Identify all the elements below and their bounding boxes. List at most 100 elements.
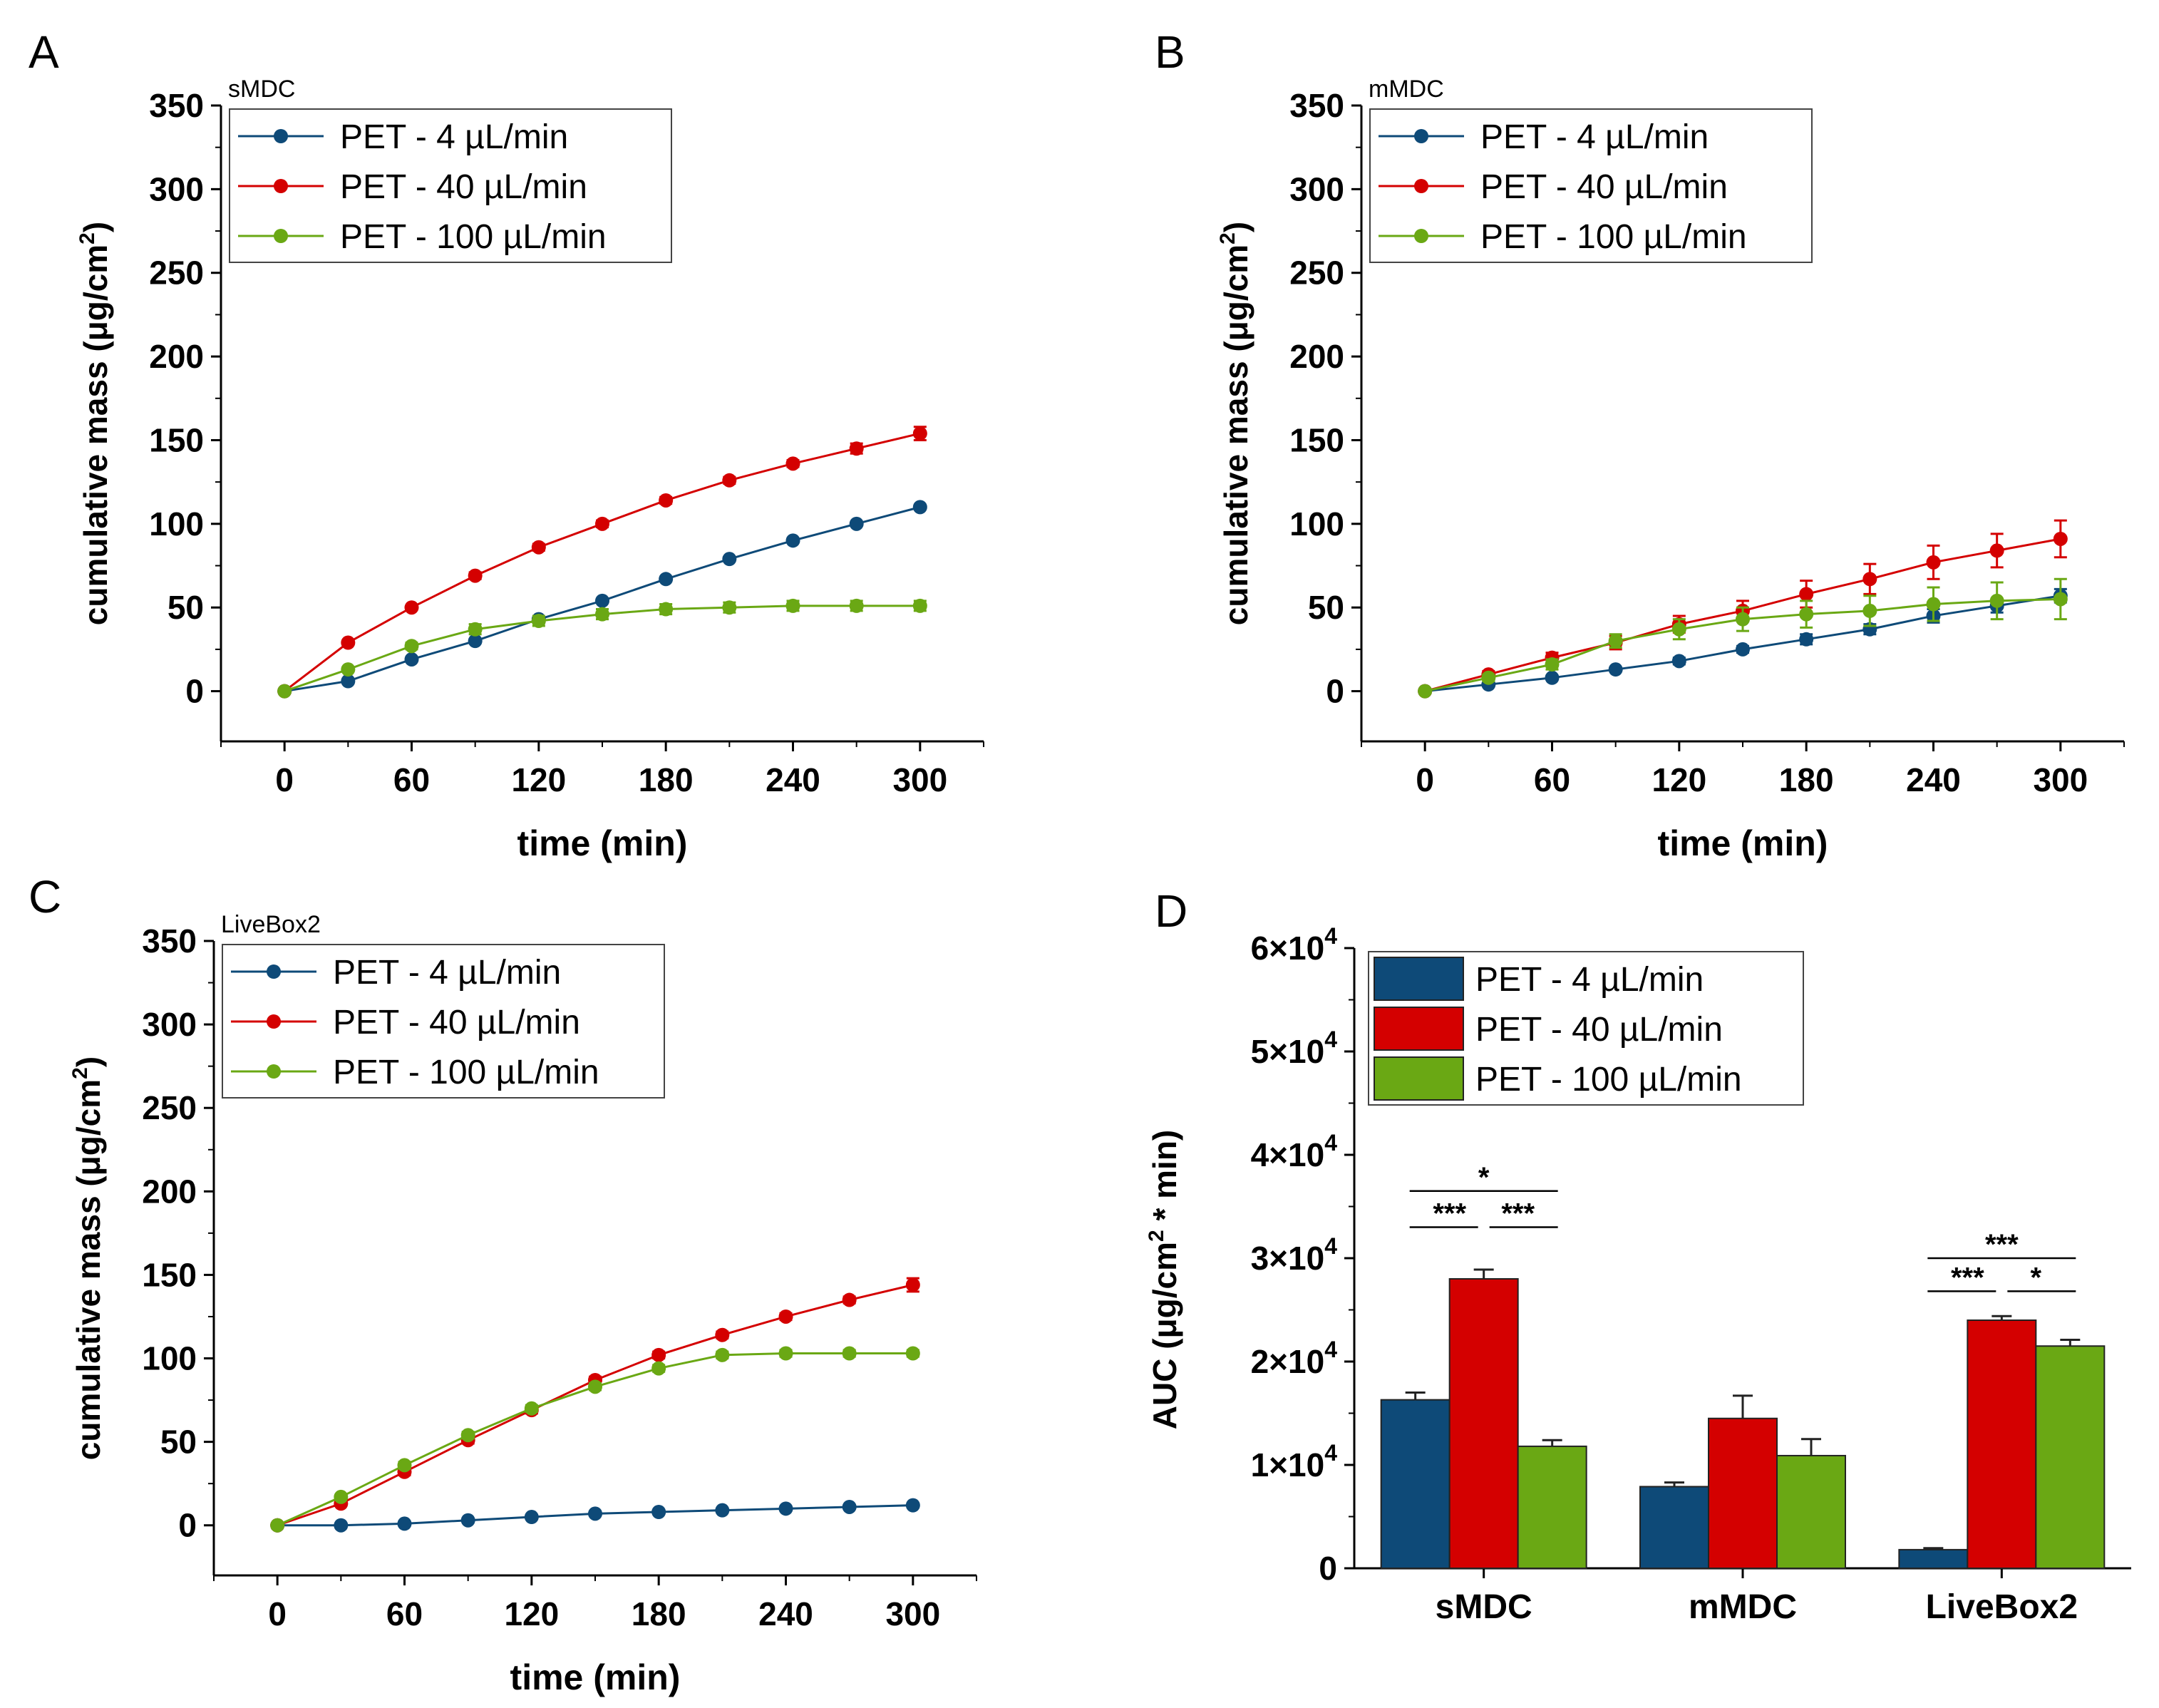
data-point: [1989, 543, 2004, 558]
legend-swatch: [1374, 1056, 1464, 1101]
data-point: [1736, 642, 1750, 657]
data-point: [1481, 670, 1496, 685]
data-point: [849, 516, 864, 531]
y-tick-label: 350: [142, 922, 197, 960]
data-point: [905, 1277, 920, 1292]
data-point: [341, 662, 356, 677]
legend-marker: [1414, 229, 1428, 243]
data-point: [404, 639, 419, 654]
y-tick-label: 6×104: [1251, 923, 1338, 967]
y-tick-label: 0: [185, 673, 204, 710]
data-point: [912, 426, 927, 441]
x-tick-label: 180: [632, 1595, 686, 1632]
data-point: [334, 1489, 349, 1504]
data-point: [1862, 603, 1877, 618]
legend-marker: [274, 179, 288, 193]
data-point: [1671, 654, 1686, 669]
data-point: [905, 1498, 920, 1513]
legend-marker: [1414, 179, 1428, 193]
data-point: [715, 1327, 730, 1342]
y-tick-label: 5×104: [1251, 1027, 1338, 1070]
y-tick-label: 150: [1289, 421, 1344, 458]
x-tick-label: 60: [393, 761, 430, 798]
data-point: [595, 607, 609, 622]
legend-marker: [274, 229, 288, 243]
x-tick-label: sMDC: [1436, 1588, 1532, 1626]
data-point: [1671, 622, 1686, 637]
legend-swatch: [1374, 957, 1464, 1001]
x-tick-label: 300: [885, 1595, 940, 1632]
x-axis-label: time (min): [1658, 823, 1828, 863]
y-tick-label: 3×104: [1251, 1233, 1338, 1277]
data-point: [277, 684, 292, 699]
x-tick-label: 120: [1652, 761, 1706, 798]
x-tick-label: 300: [2033, 761, 2088, 798]
legend-label: PET - 4 µL/min: [1480, 118, 1709, 156]
data-point: [531, 540, 546, 555]
significance-label: ***: [1433, 1198, 1466, 1230]
data-point: [1926, 555, 1941, 570]
legend-label: PET - 40 µL/min: [340, 168, 587, 206]
y-tick-label: 200: [142, 1173, 197, 1210]
data-point: [341, 635, 356, 650]
data-point: [651, 1505, 666, 1519]
data-point: [715, 1347, 730, 1362]
data-point: [1926, 597, 1941, 612]
bar: [1967, 1319, 2037, 1569]
legend-label: PET - 4 µL/min: [1475, 961, 1704, 999]
y-tick-label: 250: [149, 254, 204, 292]
data-point: [659, 602, 674, 617]
legend-swatch: [1374, 1007, 1464, 1051]
data-point: [785, 598, 800, 613]
x-tick-label: 60: [386, 1595, 423, 1632]
panel-c-livebox2: C LiveBox2 0 50 100 150 200 250 300 350 0 60 120 180 2…: [29, 871, 977, 1697]
y-tick-label: 300: [142, 1006, 197, 1043]
x-tick-label: 120: [511, 761, 566, 798]
y-tick-label: 300: [149, 170, 204, 207]
legend-label: PET - 100 µL/min: [333, 1054, 599, 1091]
y-tick-label: 100: [149, 505, 204, 542]
y-tick-label: 50: [168, 589, 204, 626]
y-tick-label: 200: [1289, 338, 1344, 375]
legend-label: PET - 40 µL/min: [333, 1004, 580, 1041]
data-point: [404, 600, 419, 615]
significance-label: *: [1478, 1162, 1490, 1193]
legend-label: PET - 100 µL/min: [340, 218, 607, 256]
x-tick-label: 300: [892, 761, 947, 798]
y-axis-label: AUC (μg/cm2 * min): [1145, 1130, 1183, 1430]
data-point: [334, 1518, 349, 1533]
data-point: [722, 552, 737, 567]
significance-label: ***: [1985, 1229, 2019, 1260]
data-point: [460, 1513, 475, 1528]
data-point: [524, 1401, 539, 1416]
data-point: [905, 1346, 920, 1361]
chart-title: LiveBox2: [221, 911, 321, 938]
data-point: [524, 1510, 539, 1525]
x-tick-label: LiveBox2: [1926, 1588, 2078, 1626]
data-point: [912, 598, 927, 613]
data-point: [2053, 592, 2068, 607]
x-tick-label: 0: [1416, 761, 1434, 798]
y-tick-label: 0: [1319, 1550, 1337, 1587]
x-tick-label: 60: [1534, 761, 1570, 798]
data-point: [1736, 612, 1750, 627]
x-tick-label: 180: [639, 761, 694, 798]
data-point: [1608, 634, 1623, 649]
y-axis-label: cumulative mass (μg/cm2): [1216, 222, 1254, 625]
data-point: [722, 473, 737, 488]
legend-marker: [267, 1014, 281, 1029]
legend-marker: [267, 964, 281, 979]
legend-marker: [267, 1064, 281, 1079]
panel-letter: A: [29, 26, 59, 78]
legend-label: PET - 100 µL/min: [1480, 218, 1747, 256]
x-tick-label: 0: [275, 761, 294, 798]
data-point: [849, 598, 864, 613]
legend-marker: [1414, 129, 1428, 143]
x-tick-label: 0: [268, 1595, 287, 1632]
data-point: [460, 1428, 475, 1443]
x-tick-label: 240: [1906, 761, 1961, 798]
y-tick-label: 4×104: [1251, 1130, 1338, 1173]
data-point: [468, 622, 483, 637]
data-point: [1799, 632, 1814, 647]
data-point: [595, 593, 609, 608]
